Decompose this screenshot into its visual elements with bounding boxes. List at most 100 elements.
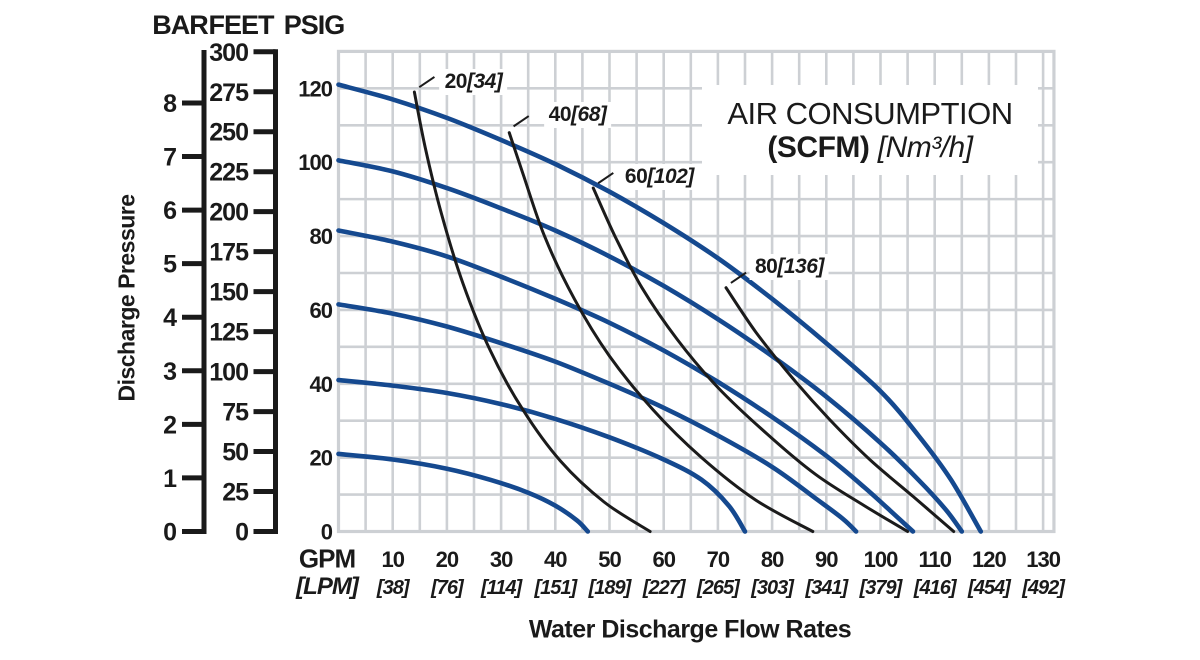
bar-scale-tick-label: 7 [163, 144, 176, 172]
psig-scale: 0 20 40 60 80 100 120 [298, 76, 333, 545]
performance-curve-60psig [336, 302, 859, 534]
air-consumption-label-80scfm: 80[136] [749, 254, 829, 281]
gpm-tick-label: 30 [490, 547, 513, 572]
feet-scale-tick-label: 75 [222, 399, 249, 427]
performance-curve-80psig [336, 228, 916, 534]
label-leader-line [597, 172, 614, 185]
bar-scale-tick-label: 4 [163, 304, 177, 332]
lpm-tick-label: [303] [750, 577, 795, 599]
label-scfm-value: 40 [548, 102, 572, 126]
lpm-tick-label: [151] [533, 577, 578, 599]
bar-scale-tick-label: 3 [163, 358, 176, 386]
feet-scale-tick-label: 200 [209, 199, 248, 227]
x-axis-unit-gpm: GPM [298, 543, 356, 574]
x-axis-ticks: 10 [38] 20 [76] 30 [114] 40 [151] 50 [189] 60 [227]… [376, 547, 1067, 599]
bar-scale-tick-label: 0 [163, 519, 176, 547]
psig-tick-label: 40 [310, 372, 333, 397]
bar-scale-tick-label: 1 [163, 465, 177, 493]
label-scfm-value: 20 [444, 70, 468, 94]
gpm-tick-label: 130 [1026, 547, 1060, 572]
x-axis-unit-lpm: [LPM] [296, 573, 359, 600]
feet-scale-tick-label: 0 [235, 519, 248, 547]
gpm-tick-label: 20 [436, 547, 459, 572]
air-consumption-label-20scfm: 20[34] [439, 69, 508, 96]
performance-curve-100psig [336, 158, 965, 534]
feet-scale-tick-label: 275 [209, 79, 249, 107]
lpm-tick-label: [76] [430, 577, 465, 599]
label-scfm-value: 80 [754, 255, 778, 279]
psig-tick-label: 100 [298, 150, 332, 175]
feet-scale-tick-label: 225 [209, 159, 249, 187]
feet-scale-tick-label: 250 [209, 119, 248, 147]
gpm-tick-label: 100 [864, 547, 898, 572]
bar-scale: 0 1 2 3 4 5 6 7 8 [163, 50, 207, 547]
psig-tick-label: 60 [310, 298, 333, 323]
air-consumption-curves [412, 76, 956, 533]
feet-scale-tick-label: 175 [209, 239, 249, 267]
air-consumption-curve-20scfm [412, 90, 652, 533]
air-consumption-curve-40scfm [507, 131, 815, 533]
air-consumption-label-60scfm: 60[102] [619, 163, 699, 190]
y-axis-title: Discharge Pressure [113, 194, 140, 402]
feet-scale-header: FEET [208, 10, 274, 40]
air-consumption-curve-60scfm [591, 186, 910, 533]
lpm-tick-label: [38] [376, 577, 411, 599]
lpm-tick-label: [341] [804, 577, 849, 599]
feet-scale-tick-label: 300 [209, 39, 248, 67]
x-axis-title: Water Discharge Flow Rates [528, 615, 852, 644]
feet-scale: 0 25 50 75 100 125 150 175 200 225 250 275 300 [209, 39, 278, 547]
lpm-tick-label: [114] [480, 577, 524, 599]
performance-curves [336, 82, 984, 534]
gpm-tick-label: 60 [652, 547, 675, 572]
gpm-tick-label: 40 [544, 547, 567, 572]
pressure-rulers: 0 1 2 3 4 5 6 7 8 0 25 50 75 100 125 150 175 200 225 250 275… [163, 39, 278, 547]
label-nm3h-value: [34] [466, 70, 503, 94]
psig-tick-label: 0 [321, 520, 333, 545]
label-nm3h-value: [68] [571, 102, 607, 126]
air-consumption-label-40scfm: 40[68] [543, 101, 612, 128]
lpm-tick-label: [416] [913, 577, 958, 599]
psig-tick-label: 20 [310, 446, 333, 471]
feet-scale-tick-label: 50 [222, 439, 248, 467]
psig-scale-header: PSIG [283, 10, 346, 40]
bar-scale-header: BAR [152, 10, 208, 40]
bar-scale-tick-label: 6 [163, 197, 176, 225]
label-nm3h-value: [102] [647, 164, 694, 188]
gpm-tick-label: 10 [381, 547, 404, 572]
label-leader-line [730, 271, 747, 284]
gpm-tick-label: 120 [972, 547, 1006, 572]
gpm-tick-label: 70 [707, 547, 730, 572]
feet-scale-tick-label: 100 [209, 359, 248, 387]
psig-tick-label: 120 [298, 76, 332, 101]
feet-scale-tick-label: 125 [209, 319, 249, 347]
lpm-tick-label: [189] [588, 577, 633, 599]
gpm-tick-label: 50 [598, 547, 621, 572]
label-leader-line [513, 115, 530, 128]
lpm-tick-label: [492] [1021, 577, 1066, 599]
lpm-tick-label: [227] [642, 577, 687, 599]
title-line2: (SCFM) [Nm³/h] [767, 131, 973, 165]
title-line1: AIR CONSUMPTION [727, 95, 1013, 131]
air-consumption-curve-80scfm [724, 286, 956, 533]
lpm-tick-label: [265] [696, 577, 741, 599]
title-nm3h: [Nm³/h] [877, 131, 973, 165]
psig-tick-label: 80 [310, 224, 333, 249]
performance-curve-120psig [336, 82, 984, 534]
air-consumption-title: AIR CONSUMPTION (SCFM) [Nm³/h] [702, 85, 1038, 175]
label-nm3h-value: [136] [777, 255, 824, 279]
gpm-tick-label: 90 [815, 547, 838, 572]
bar-scale-tick-label: 5 [163, 251, 177, 279]
gpm-tick-label: 80 [761, 547, 784, 572]
lpm-tick-label: [379] [859, 577, 904, 599]
label-scfm-value: 60 [624, 164, 648, 188]
label-leader-line [418, 76, 435, 89]
performance-curve-40psig [336, 377, 748, 534]
feet-scale-tick-label: 150 [209, 279, 248, 307]
performance-curve-20psig [336, 451, 591, 534]
bar-scale-tick-label: 8 [163, 90, 177, 118]
bar-scale-tick-label: 2 [163, 411, 176, 439]
gpm-tick-label: 110 [918, 547, 951, 572]
lpm-tick-label: [454] [967, 577, 1012, 599]
feet-scale-tick-label: 25 [222, 479, 249, 507]
